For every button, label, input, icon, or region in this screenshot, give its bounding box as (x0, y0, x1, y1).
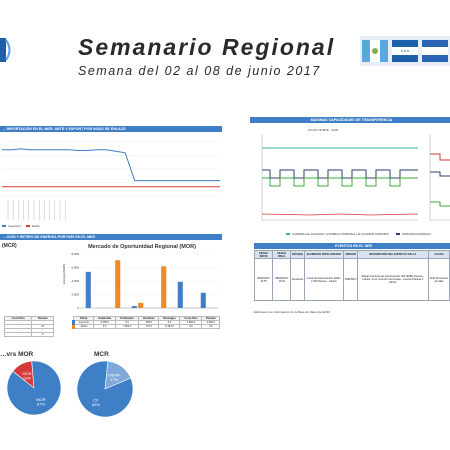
table-row: -0 (3, 332, 54, 337)
table-cell: Disparo de línea de interconexión 406 (E… (356, 258, 429, 301)
table-cell: 0.0 (201, 324, 220, 329)
table-cell: 6,184.0 (158, 324, 181, 329)
events-table-header: CAUSA (427, 250, 450, 259)
legend-label-hn-ni: HONDURAS-NICARAGUA (402, 233, 431, 236)
pie-label: MOR (36, 397, 45, 402)
pie-slice-cf (76, 360, 134, 418)
y-tick-label: 8,000 (71, 252, 79, 256)
series-green-line (262, 177, 418, 187)
mor-bar-chart: Mercado de Oportunidad Regional (MOR) En… (62, 244, 218, 310)
pie-value: 17% (110, 377, 118, 382)
bar-retiro-nicaragua (161, 266, 167, 308)
events-table-header: ELEMENTO INVOLUCRADO (303, 250, 345, 259)
bar-retiro-honduras (138, 302, 144, 308)
events-table-header: ORIGEN (343, 250, 358, 259)
table-cell: 0.0 (179, 324, 203, 329)
pie-mcr-title: MCR (94, 351, 109, 358)
pie-label: MCR (22, 371, 31, 376)
y-tick-label: 0 (77, 306, 79, 310)
mor-y-axis-label: Energía (MWh) (62, 264, 66, 284)
pie-slice-mor (6, 360, 62, 416)
legend-label-inyeccion: Inyección (8, 224, 21, 228)
series-right-red (430, 153, 450, 161)
table-cell: SCR Protección de falla (427, 258, 450, 301)
series-red-line (261, 213, 419, 216)
mcr-section-title: (MCR) (2, 243, 17, 249)
legend-label-retiro: Retiro (32, 224, 40, 228)
pie-value: 13% (23, 375, 31, 380)
pie-value: 83% (92, 402, 100, 407)
bar-retiro-el-salvador (115, 260, 121, 308)
import-export-line-chart: Inyección Retiro (0, 134, 222, 234)
series-navy-line (262, 169, 418, 179)
table-cell: 0.0 (93, 324, 117, 329)
y-tick-label: 2,000 (71, 293, 79, 297)
pie-label: CF (93, 397, 99, 402)
panel-title-transfer-capacities: MÁXIMAS CAPACIDADES DE TRANSFERENCIA (250, 117, 450, 123)
mcr-table: Costa Rica Panamá - - -24- - -0 (3, 316, 54, 337)
chart-inner-title: FLUJO NORTE - SUR (308, 128, 339, 132)
events-table: FECHA INICIO FECHA FINAL PAÍS(ES) ELEMENTO … (253, 250, 450, 301)
mor-chart-title: Mercado de Oportunidad Regional (MOR) (88, 244, 196, 250)
eor-logo-icon (0, 38, 11, 62)
events-table-header: FECHA INICIO (253, 250, 274, 259)
legend-swatch-inyeccion (2, 225, 6, 227)
table-cell: 08/06/2017 15:57 (253, 258, 274, 301)
country-flags-icon (360, 36, 450, 66)
series-right-navy (430, 171, 450, 177)
table-cell: DISPARO (343, 258, 358, 301)
bar-inyección-costa-rica (177, 281, 183, 308)
y-tick-label: 4,000 (71, 279, 79, 283)
table-cell: 7,082.0 (115, 324, 140, 329)
panel-title-injection-withdrawal: …CIÓN Y RETIRO DE ENERGÍA POR PAÍS EN EL… (0, 234, 222, 240)
events-table-header: DESCRIPCIÓN DEL EVENTO O FALLA (356, 250, 429, 259)
pie-value: 87% (37, 402, 45, 407)
events-table-header: PAÍS(ES) (290, 250, 305, 259)
mor-table: Oferta Guatemala El Salvador Honduras Nicara… (71, 316, 220, 329)
bar-inyección-panamá (200, 292, 206, 308)
table-cell: 08/06/2017 16:32 (272, 258, 292, 301)
table-cell: 770.0 (138, 324, 160, 329)
panel-title-import-export: …IMPORTACIÓN EN EL MER: ANTE Y EXPORT PO… (0, 126, 222, 132)
line-series-0 (2, 148, 220, 182)
pie-mcr-vs-mor-title: …vrs MOR (0, 351, 34, 358)
table-cell: Retiro (71, 324, 95, 329)
bar-inyección-honduras (131, 306, 137, 308)
y-tick-label: 6,000 (71, 266, 79, 270)
page-subtitle: Semana del 02 al 08 de junio 2017 (78, 64, 321, 78)
panel-title-events: EVENTOS EN EL SER (254, 243, 450, 249)
series-right-green (430, 201, 450, 207)
pie-label: CNFFF (108, 373, 122, 378)
table-cell: Honduras (290, 258, 305, 301)
table-cell: 0 (31, 332, 54, 337)
transfer-capacities-chart: FLUJO NORTE - SUR GUATEMALA-EL SALVADOR … (261, 128, 450, 236)
legend-swatch-retiro (26, 225, 30, 227)
table-row: Retiro 0.0 7,082.0 770.0 6,184.0 0.0 0.0 (71, 324, 220, 329)
table-cell: Línea de interconexión 'ENE - L706 Pavan… (303, 258, 345, 301)
legend-label-gt-sv-hn: GUATEMALA-EL SALVADOR + GUATEMALA-HONDUR… (292, 233, 389, 236)
bar-inyección-guatemala (85, 271, 91, 308)
page-title: Semanario Regional (78, 34, 336, 60)
events-table-header: FECHA FINAL (272, 250, 292, 259)
events-source-note: Elaborado con información de la Base de … (254, 310, 330, 314)
table-cell: - (3, 332, 33, 337)
table-row: 08/06/2017 15:57 08/06/2017 16:32 Honduras… (253, 258, 450, 301)
